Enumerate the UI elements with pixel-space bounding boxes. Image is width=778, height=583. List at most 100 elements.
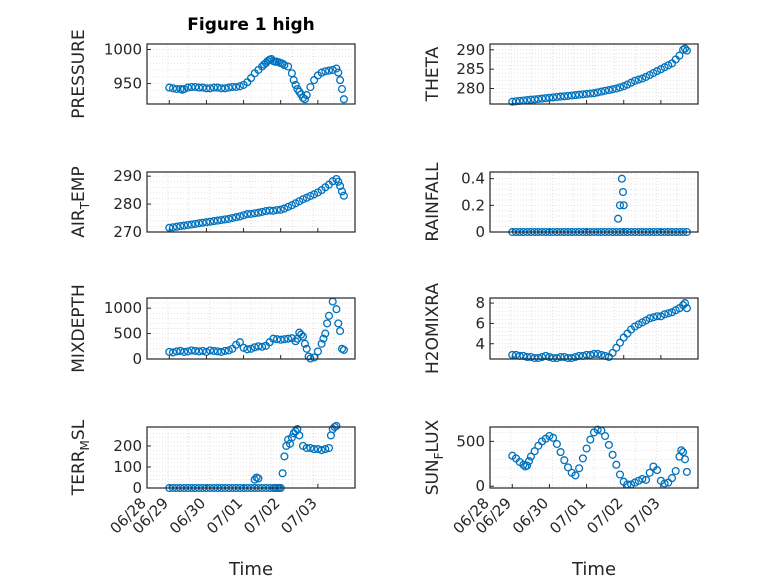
data-point	[593, 349, 602, 358]
data-point	[597, 87, 606, 96]
data-point	[339, 191, 348, 200]
data-point	[224, 346, 233, 355]
data-point	[246, 344, 256, 353]
data-point	[680, 455, 690, 464]
data-point	[295, 431, 304, 440]
data-point	[213, 216, 222, 225]
data-point	[614, 214, 623, 223]
data-point	[202, 218, 211, 227]
data-point	[220, 215, 230, 224]
data-point	[571, 352, 580, 362]
data-point	[321, 329, 330, 338]
data-point	[235, 82, 244, 91]
data-point	[246, 209, 256, 218]
data-point	[526, 352, 535, 362]
data-series	[165, 54, 348, 104]
data-point	[206, 84, 215, 93]
data-point	[276, 335, 285, 344]
data-point	[187, 346, 196, 355]
data-point	[168, 84, 178, 93]
data-point	[302, 91, 311, 100]
data-point	[180, 347, 189, 356]
data-point	[563, 91, 573, 100]
data-point	[617, 174, 626, 183]
data-point	[567, 353, 576, 363]
y-tick-label: 200	[113, 437, 142, 455]
data-point	[511, 97, 521, 106]
data-point	[682, 467, 691, 476]
data-point	[634, 75, 643, 84]
y-axis-label: PRESSURE	[69, 29, 89, 118]
y-tick-label: 1000	[104, 299, 142, 317]
data-point	[269, 206, 278, 215]
data-point	[235, 212, 244, 221]
data-point	[194, 219, 204, 228]
y-tick-label: 8	[475, 294, 485, 312]
subplot-air-temp: 270 280 290 AIRTEMP	[69, 166, 356, 241]
data-point	[523, 352, 532, 362]
data-point	[604, 440, 613, 449]
data-point	[589, 349, 599, 358]
data-point	[304, 352, 313, 361]
data-point	[310, 353, 319, 362]
data-point	[679, 45, 688, 54]
data-point	[232, 82, 241, 92]
data-point	[289, 76, 298, 85]
data-point	[586, 350, 595, 359]
data-point	[180, 84, 189, 94]
y-tick-label: 500	[113, 325, 142, 343]
data-point	[228, 213, 237, 223]
data-point	[537, 94, 547, 103]
data-point	[232, 213, 241, 222]
data-point	[217, 347, 226, 356]
y-axis-label: SUNFLUX	[423, 419, 446, 495]
data-point	[339, 345, 348, 354]
data-point	[675, 51, 684, 60]
data-point	[209, 346, 218, 355]
data-point	[556, 92, 565, 101]
axes-box	[489, 426, 699, 489]
data-point	[552, 439, 561, 449]
data-point	[202, 84, 211, 93]
data-point	[165, 83, 174, 92]
axes-box	[146, 171, 356, 233]
subplot-pressure: 950 1000 PRESSURE	[69, 29, 356, 119]
data-point	[336, 326, 345, 336]
data-point	[575, 90, 584, 99]
data-point	[324, 311, 334, 320]
data-point	[615, 470, 625, 479]
data-point	[608, 348, 617, 357]
data-point	[612, 343, 621, 352]
y-axis-label: AIRTEMP	[69, 166, 92, 237]
data-point	[549, 433, 558, 442]
data-point	[534, 353, 543, 363]
data-point	[578, 454, 587, 463]
data-point	[511, 350, 521, 359]
data-point	[254, 208, 263, 217]
data-point	[224, 214, 233, 223]
y-tick-label: 1000	[104, 40, 142, 58]
data-point	[337, 84, 347, 94]
data-point	[667, 474, 677, 483]
data-point	[280, 452, 289, 461]
data-series	[508, 44, 691, 106]
data-point	[239, 343, 248, 352]
data-point	[183, 220, 192, 230]
data-point	[641, 475, 651, 484]
data-point	[269, 334, 278, 343]
data-point	[556, 352, 565, 362]
data-point	[319, 334, 328, 343]
subplot-mixdepth: 0 500 1000 MIXDEPTH	[69, 284, 356, 373]
data-series	[508, 425, 691, 489]
data-point	[601, 431, 610, 441]
data-point	[239, 211, 248, 220]
y-tick-label: 270	[113, 223, 142, 241]
data-point	[627, 78, 636, 87]
subplot-rainfall: 0 0.2 0.4 RAINFALL	[423, 162, 699, 242]
data-point	[336, 181, 345, 191]
data-point	[680, 299, 690, 308]
data-point	[243, 345, 252, 354]
data-point	[310, 190, 319, 199]
data-point	[545, 352, 554, 362]
data-point	[660, 479, 669, 488]
